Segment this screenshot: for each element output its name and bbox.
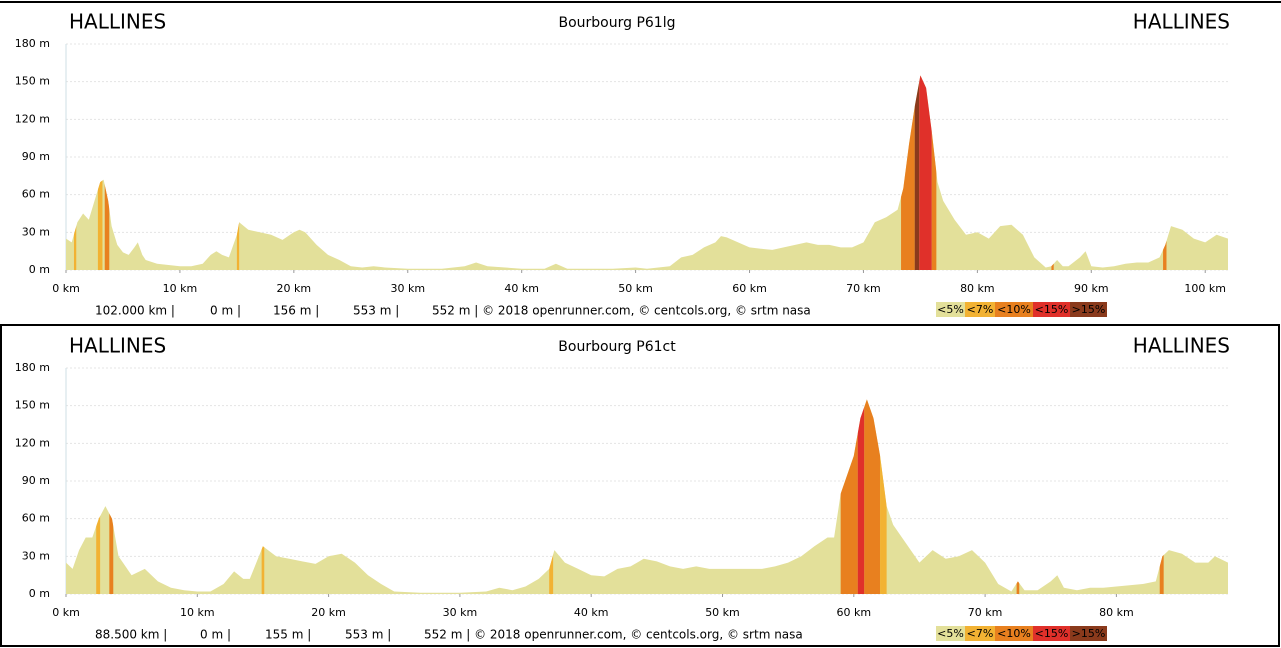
- legend-label: <10%: [997, 627, 1031, 640]
- x-tick-label: 0 km: [52, 282, 80, 295]
- legend-label: <7%: [967, 303, 994, 316]
- x-tick-label: 60 km: [732, 282, 767, 295]
- gradient-band: [857, 399, 865, 594]
- x-tick-label: 50 km: [618, 282, 653, 295]
- legend-swatch: [965, 626, 995, 641]
- y-tick-label: 120 m: [15, 112, 50, 125]
- legend-swatch: [1070, 626, 1107, 641]
- x-tick-label: 70 km: [846, 282, 881, 295]
- stat: 552 m | © 2018 openrunner.com, © centcol…: [432, 304, 811, 318]
- x-tick-label: 70 km: [968, 606, 1003, 619]
- elevation-area: [66, 75, 1228, 271]
- y-tick-label: 60 m: [22, 512, 50, 525]
- legend-swatch: [936, 302, 965, 317]
- start-label: HALLINES: [69, 10, 166, 34]
- panel-border: [0, 324, 1280, 647]
- x-tick-label: 50 km: [705, 606, 740, 619]
- y-tick-label: 180 m: [15, 37, 50, 50]
- gradient-band: [914, 75, 920, 270]
- y-tick-label: 0 m: [29, 587, 50, 600]
- stat: 88.500 km |: [95, 628, 167, 642]
- y-tick-label: 90 m: [22, 150, 50, 163]
- legend-swatch: [965, 302, 995, 317]
- y-tick-label: 60 m: [22, 188, 50, 201]
- legend-label: <5%: [937, 627, 964, 640]
- legend-label: >15%: [1072, 627, 1106, 640]
- x-tick-label: 40 km: [504, 282, 539, 295]
- stat: 552 m | © 2018 openrunner.com, © centcol…: [424, 628, 803, 642]
- elevation-area: [66, 399, 1228, 594]
- y-tick-label: 180 m: [15, 361, 50, 374]
- legend-label: <5%: [937, 303, 964, 316]
- x-tick-label: 20 km: [311, 606, 346, 619]
- start-label: HALLINES: [69, 334, 166, 358]
- x-tick-label: 100 km: [1184, 282, 1226, 295]
- y-tick-label: 30 m: [22, 549, 50, 562]
- gradient-band: [864, 399, 881, 594]
- x-tick-label: 30 km: [443, 606, 478, 619]
- end-label: HALLINES: [1133, 334, 1230, 358]
- x-tick-label: 80 km: [1099, 606, 1134, 619]
- stat: 102.000 km |: [95, 304, 175, 318]
- x-tick-label: 20 km: [277, 282, 312, 295]
- stat: 0 m |: [210, 304, 241, 318]
- gradient-band: [919, 75, 932, 270]
- x-tick-label: 60 km: [836, 606, 871, 619]
- x-tick-label: 10 km: [180, 606, 215, 619]
- gradient-band: [880, 399, 887, 594]
- legend-label: >15%: [1072, 303, 1106, 316]
- y-tick-label: 90 m: [22, 474, 50, 487]
- end-label: HALLINES: [1133, 10, 1230, 34]
- x-tick-label: 30 km: [390, 282, 425, 295]
- x-tick-label: 10 km: [163, 282, 198, 295]
- legend-swatch: [1070, 302, 1107, 317]
- chart-title: Bourbourg P61ct: [558, 339, 676, 355]
- stat: 156 m |: [273, 304, 319, 318]
- y-tick-label: 120 m: [15, 436, 50, 449]
- y-tick-label: 0 m: [29, 263, 50, 276]
- y-tick-label: 150 m: [15, 75, 50, 88]
- legend-swatch: [936, 626, 965, 641]
- legend-label: <10%: [997, 303, 1031, 316]
- chart-title: Bourbourg P61lg: [558, 15, 675, 31]
- legend-label: <15%: [1035, 627, 1069, 640]
- x-tick-label: 90 km: [1074, 282, 1109, 295]
- stat: 553 m |: [353, 304, 399, 318]
- x-tick-label: 40 km: [574, 606, 609, 619]
- legend-swatch: [995, 302, 1033, 317]
- legend-swatch: [1033, 626, 1070, 641]
- x-tick-label: 80 km: [960, 282, 995, 295]
- stat: 0 m |: [200, 628, 231, 642]
- stat: 155 m |: [265, 628, 311, 642]
- stat: 553 m |: [345, 628, 391, 642]
- x-tick-label: 0 km: [52, 606, 80, 619]
- legend-swatch: [1033, 302, 1070, 317]
- legend-swatch: [995, 626, 1033, 641]
- legend-label: <15%: [1035, 303, 1069, 316]
- y-tick-label: 30 m: [22, 225, 50, 238]
- legend-label: <7%: [967, 627, 994, 640]
- gradient-band: [931, 75, 937, 270]
- y-tick-label: 150 m: [15, 399, 50, 412]
